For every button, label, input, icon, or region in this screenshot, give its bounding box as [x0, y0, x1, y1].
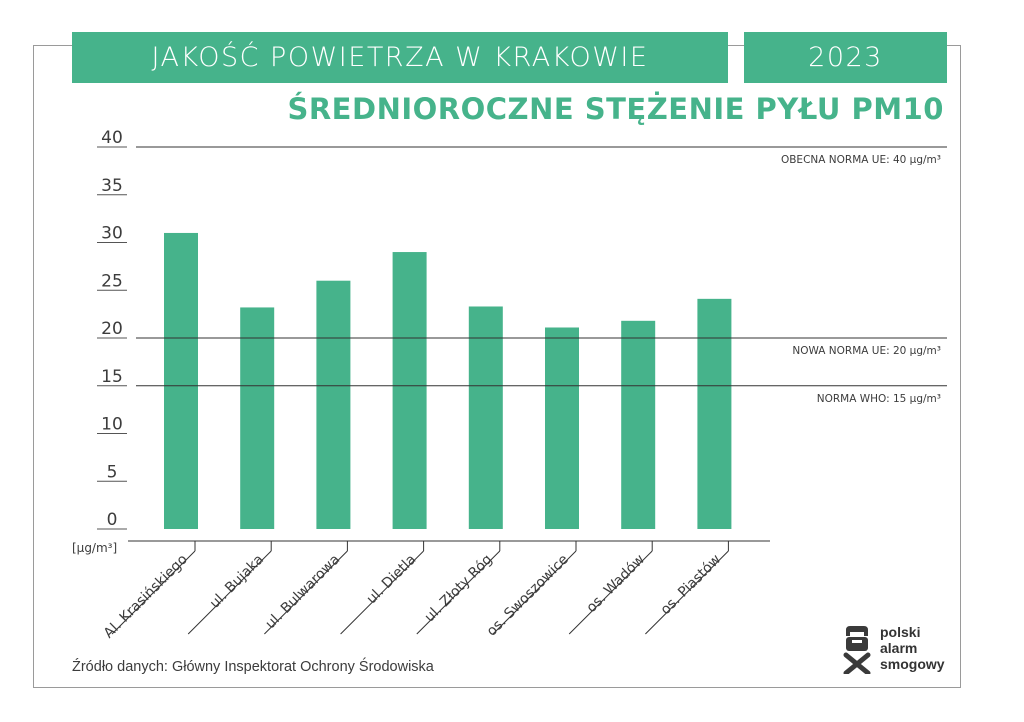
- reference-line-label: NORMA WHO: 15 µg/m³: [817, 393, 941, 405]
- bar: [240, 307, 275, 529]
- category-label: os. Swoszowice: [484, 552, 572, 640]
- category-label: ul. Bujaka: [207, 552, 267, 612]
- y-tick-label: 10: [101, 415, 123, 435]
- logo-line: polski: [880, 624, 921, 640]
- polski-alarm-smogowy-logo: polski alarm smogowy: [842, 624, 972, 676]
- category-leader-line: [568, 550, 653, 635]
- smog-mask-icon: [843, 626, 871, 676]
- category-label: os. Piastów: [658, 552, 725, 619]
- bar: [164, 232, 198, 529]
- category-leader-line: [111, 550, 196, 635]
- category-label: Al. Krasińskiego: [101, 552, 191, 642]
- category-leader-line: [340, 550, 424, 635]
- category-leader-line: [187, 550, 272, 635]
- reference-line-label: OBECNA NORMA UE: 40 µg/m³: [781, 154, 941, 166]
- bar: [316, 280, 351, 529]
- category-leader-line: [416, 550, 501, 635]
- category-leader-line: [492, 550, 577, 635]
- category-label: ul. Złoty Róg: [422, 552, 496, 626]
- category-leader-line: [264, 550, 348, 635]
- reference-line-label: NOWA NORMA UE: 20 µg/m³: [792, 345, 941, 357]
- y-tick-label: 20: [101, 319, 123, 339]
- y-unit-label: [µg/m³]: [72, 541, 117, 555]
- bar: [697, 298, 732, 529]
- logo-line: alarm: [880, 640, 918, 656]
- logo-text: polski alarm smogowy: [880, 624, 945, 672]
- y-tick-label: 35: [101, 176, 123, 196]
- bar: [621, 320, 656, 529]
- year-badge: 2023: [744, 32, 947, 83]
- y-tick-label: 15: [101, 367, 123, 387]
- bar: [392, 252, 427, 530]
- y-tick-label: 5: [107, 462, 118, 482]
- y-tick-label: 30: [101, 224, 123, 244]
- category-label: os. Wadów: [584, 552, 648, 616]
- bar: [545, 327, 579, 529]
- logo-line: smogowy: [880, 656, 945, 672]
- data-source-note: Źródło danych: Główny Inspektorat Ochron…: [72, 659, 434, 675]
- category-label: ul. Bulwarowa: [263, 552, 344, 633]
- y-tick-label: 40: [101, 128, 123, 148]
- page-title: JAKOŚĆ POWIETRZA W KRAKOWIE: [72, 32, 728, 83]
- chart-subtitle: ŚREDNIOROCZNE STĘŻENIE PYŁU PM10: [287, 92, 944, 126]
- category-label: ul. Dietla: [364, 552, 420, 608]
- category-leader-line: [645, 550, 729, 635]
- bar: [468, 306, 503, 529]
- y-tick-label: 0: [107, 510, 118, 530]
- y-tick-label: 25: [101, 271, 123, 291]
